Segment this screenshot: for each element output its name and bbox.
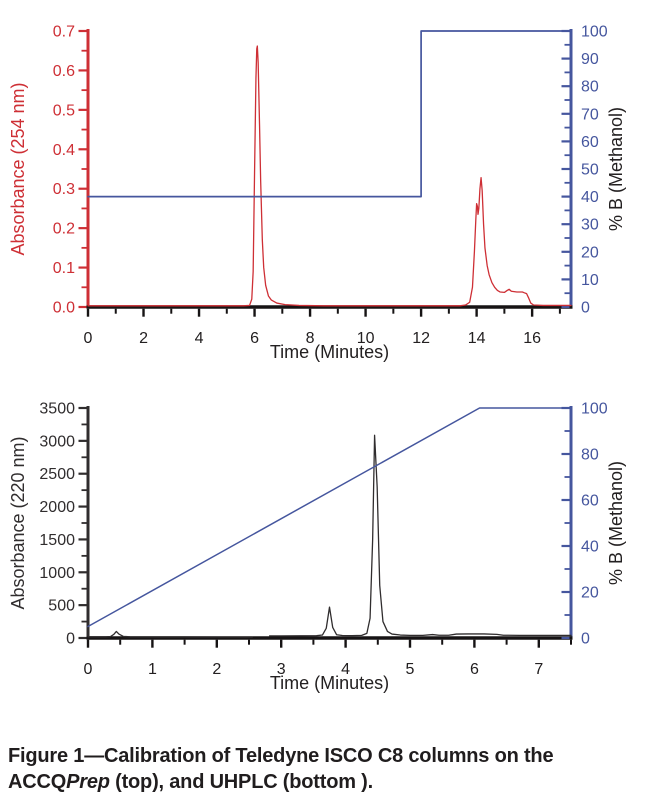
right-axis-tick-label: 40: [581, 539, 599, 556]
left-axis-title: Absorbance (254 nm): [8, 82, 28, 255]
left-axis-tick-label: 500: [48, 598, 75, 615]
left-axis-tick-label: 1000: [39, 565, 75, 582]
x-axis-tick-label: 2: [139, 330, 148, 347]
x-axis-tick-label: 12: [412, 330, 430, 347]
absorbance-220-trace: [87, 630, 253, 638]
left-axis-tick-label: 0: [66, 631, 75, 648]
chromatogram-uhplc-chart: 0500100015002000250030003500020406080100…: [8, 401, 626, 694]
right-axis-tick-label: 90: [581, 51, 599, 68]
left-axis-title: Absorbance (220 nm): [8, 436, 28, 609]
left-axis-tick-label: 0.5: [53, 102, 75, 119]
right-axis-tick-label: 70: [581, 106, 599, 123]
left-axis-tick-label: 2500: [39, 466, 75, 483]
right-axis-tick-label: 0: [581, 631, 590, 648]
x-axis-tick-label: 5: [406, 661, 415, 678]
x-axis-tick-label: 7: [534, 661, 543, 678]
chromatogram-accqprep-chart: 0.00.10.20.30.40.50.60.70102030405060708…: [8, 24, 626, 363]
left-axis-tick-label: 3000: [39, 433, 75, 450]
x-axis-tick-label: 1: [148, 661, 157, 678]
right-axis-tick-label: 50: [581, 162, 599, 179]
right-axis-tick-label: 60: [581, 134, 599, 151]
left-axis-tick-label: 3500: [39, 401, 75, 418]
caption-text-2: (top), and UHPLC (bottom ).: [109, 771, 373, 794]
x-axis-tick-label: 4: [195, 330, 204, 347]
left-axis-tick-label: 1500: [39, 532, 75, 549]
right-axis-title: % B (Methanol): [606, 107, 626, 231]
x-axis-tick-label: 3: [277, 661, 286, 678]
x-axis-tick-label: 8: [306, 330, 315, 347]
left-axis-tick-label: 0.0: [53, 300, 75, 317]
left-axis-tick-label: 0.3: [53, 181, 75, 198]
x-axis-title: Time (Minutes): [270, 673, 389, 693]
right-axis-tick-label: 80: [581, 447, 599, 464]
right-axis-tick-label: 60: [581, 493, 599, 510]
x-axis-tick-label: 0: [84, 661, 93, 678]
left-axis-tick-label: 0.4: [53, 142, 75, 159]
right-axis-title: % B (Methanol): [606, 461, 626, 585]
right-axis-tick-label: 100: [581, 24, 608, 41]
right-axis-tick-label: 80: [581, 79, 599, 96]
caption-text-1: Figure 1—Calibration of Teledyne ISCO C8…: [8, 745, 554, 794]
right-axis-tick-label: 20: [581, 585, 599, 602]
gradient-step-trace: [87, 30, 572, 198]
right-axis-tick-label: 0: [581, 300, 590, 317]
left-axis-tick-label: 0.2: [53, 221, 75, 238]
x-axis-title: Time (Minutes): [270, 342, 389, 362]
left-axis-tick-label: 2000: [39, 499, 75, 516]
x-axis-tick-label: 6: [470, 661, 479, 678]
x-axis-tick-label: 16: [523, 330, 541, 347]
x-axis-tick-label: 0: [84, 330, 93, 347]
right-axis-tick-label: 30: [581, 217, 599, 234]
x-axis-tick-label: 2: [212, 661, 221, 678]
absorbance-254-trace: [87, 45, 572, 307]
caption-text-italic: Prep: [66, 771, 110, 794]
x-axis-tick-label: 4: [341, 661, 350, 678]
right-axis-tick-label: 10: [581, 272, 599, 289]
left-axis-tick-label: 0.6: [53, 63, 75, 80]
absorbance-220-trace: [268, 434, 572, 637]
right-axis-tick-label: 20: [581, 244, 599, 261]
right-axis-tick-label: 100: [581, 401, 608, 418]
right-axis-tick-label: 40: [581, 189, 599, 206]
x-axis-tick-label: 6: [250, 330, 259, 347]
left-axis-tick-label: 0.7: [53, 24, 75, 41]
figure-caption: Figure 1—Calibration of Teledyne ISCO C8…: [8, 743, 620, 796]
left-axis-tick-label: 0.1: [53, 260, 75, 277]
x-axis-tick-label: 14: [468, 330, 486, 347]
gradient-ramp-trace: [87, 407, 572, 628]
x-axis-tick-label: 10: [357, 330, 375, 347]
